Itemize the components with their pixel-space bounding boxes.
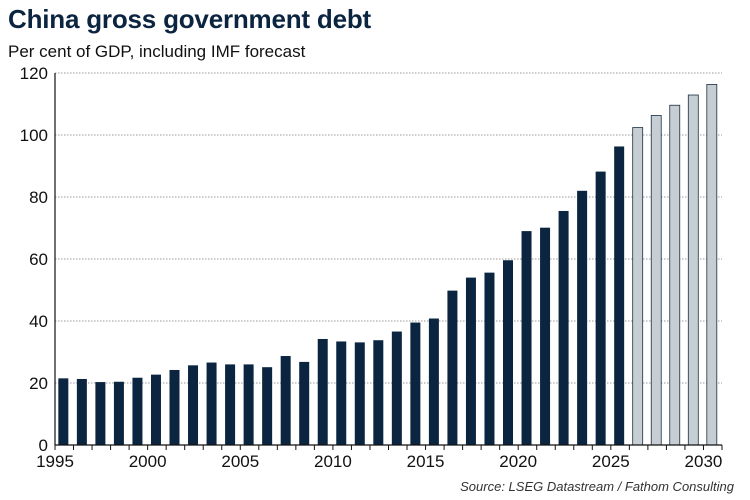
x-tick-label: 2015 [407, 452, 445, 471]
bar-2004 [225, 364, 236, 445]
bar-2015 [428, 318, 439, 445]
bar-2019 [503, 260, 514, 445]
x-tick-label: 2025 [592, 452, 630, 471]
y-tick-label: 60 [29, 250, 48, 269]
bar-2000 [150, 374, 161, 445]
bar-2008 [299, 361, 310, 445]
forecast-bar-2028 [669, 104, 681, 446]
bar-2005 [243, 364, 254, 445]
bar-2024 [595, 171, 606, 445]
bar-2001 [169, 369, 180, 445]
bar-1995 [58, 378, 69, 445]
bar-2014 [410, 322, 421, 445]
bar-2023 [577, 190, 588, 445]
x-tick-label: 2000 [129, 452, 167, 471]
x-tick-label: 2030 [685, 452, 723, 471]
y-tick-label: 100 [20, 126, 48, 145]
bar-2007 [280, 356, 291, 445]
source-note: Source: LSEG Datastream / Fathom Consult… [460, 479, 734, 494]
bar-1996 [76, 378, 87, 445]
x-tick-label: 1995 [36, 452, 74, 471]
bar-2025 [614, 146, 625, 445]
bar-1997 [95, 382, 106, 445]
bar-2016 [447, 290, 458, 445]
bar-2009 [317, 338, 328, 445]
forecast-bar-2030 [706, 84, 718, 446]
bar-1998 [113, 381, 124, 445]
bars [58, 84, 718, 446]
y-tick-label: 40 [29, 312, 48, 331]
y-tick-label: 80 [29, 188, 48, 207]
chart-title: China gross government debt [8, 4, 371, 34]
bar-2003 [206, 362, 217, 445]
bar-2017 [465, 277, 476, 445]
axes [54, 73, 723, 450]
bar-2020 [521, 231, 532, 445]
bar-2006 [262, 367, 273, 445]
tick-labels: 0 20 40 60 80 100 120 1995 2000 2005 2010 2015 2020 2… [20, 64, 723, 471]
forecast-bar-2029 [687, 94, 699, 446]
bar-2021 [540, 227, 551, 445]
bar-chart: 0 20 40 60 80 100 120 1995 2000 2005 2010 2015 2020 2… [20, 64, 723, 471]
y-tick-label: 0 [39, 436, 48, 455]
bar-2018 [484, 272, 495, 445]
bar-2022 [558, 210, 569, 445]
bar-2002 [188, 365, 199, 445]
bar-2013 [391, 331, 402, 445]
y-tick-label: 120 [20, 64, 48, 83]
x-tick-label: 2010 [314, 452, 352, 471]
y-tick-label: 20 [29, 374, 48, 393]
x-tick-label: 2005 [221, 452, 259, 471]
forecast-bar-2026 [632, 127, 644, 446]
bar-1999 [132, 377, 143, 445]
bar-2011 [354, 342, 365, 445]
bar-2010 [336, 341, 347, 445]
gridlines [55, 72, 722, 384]
x-tick-label: 2020 [499, 452, 537, 471]
chart-subtitle: Per cent of GDP, including IMF forecast [8, 42, 306, 61]
bar-2012 [373, 340, 384, 445]
forecast-bar-2027 [650, 115, 662, 446]
